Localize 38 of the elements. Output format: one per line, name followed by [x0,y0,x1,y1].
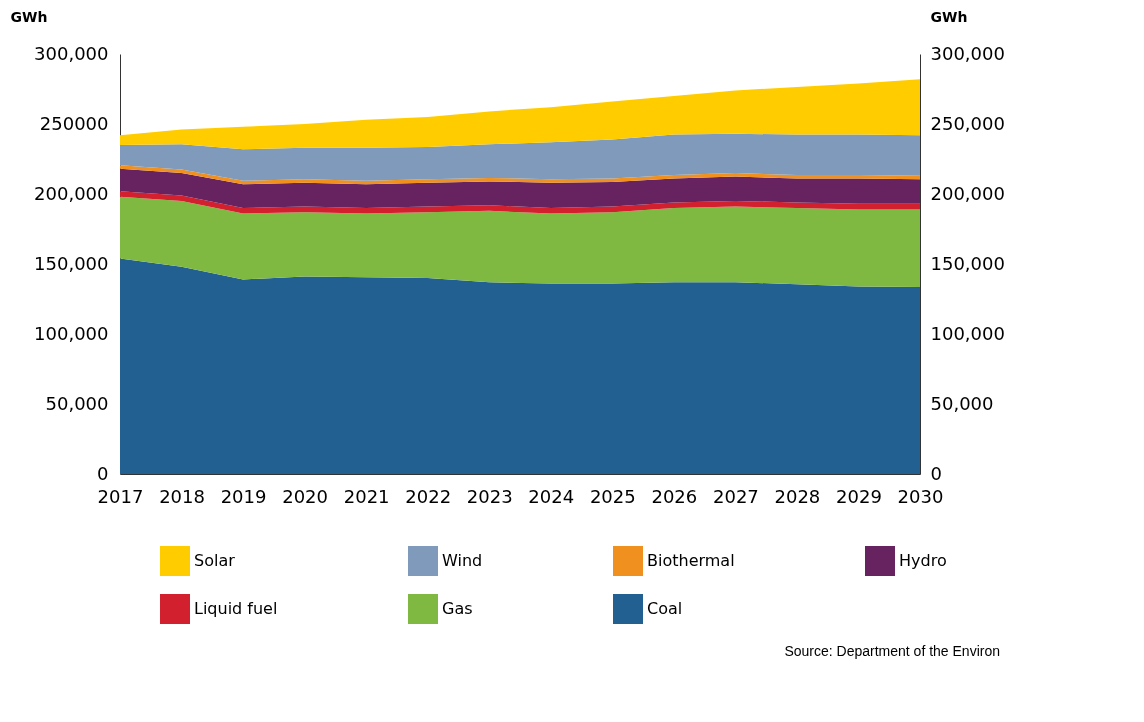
legend-label: Solar [194,551,236,570]
y2-tick-label: 150,000 [930,252,1005,274]
y-tick-label: 50,000 [45,392,109,414]
x-tick-label: 2018 [159,485,205,507]
y-axis-title: GWh [10,8,48,25]
x-tick-label: 2024 [528,485,575,507]
x-tick-label: 2027 [712,485,759,507]
x-tick-label: 2030 [897,485,944,507]
y2-tick-label: 100,000 [930,322,1005,344]
legend-label: Gas [442,599,473,618]
y2-tick-label: 50,000 [930,392,994,414]
source-note: Source: Department of the Environ [784,643,1000,659]
x-tick-label: 2028 [774,485,821,507]
y2-tick-label: 0 [930,462,942,484]
x-tick-label: 2026 [651,485,698,507]
y-tick-label: 150,000 [34,252,109,274]
x-tick-label: 2021 [343,485,390,507]
x-tick-label: 2025 [589,485,636,507]
y2-tick-label: 300,000 [930,42,1005,64]
y-tick-label: 250000 [39,112,109,134]
x-tick-label: 2019 [220,485,267,507]
x-tick-label: 2023 [466,485,513,507]
y-tick-label: 300,000 [34,42,109,64]
legend-label: Hydro [899,551,947,570]
y-tick-label: 200,000 [34,182,109,204]
y-tick-label: 0 [97,462,109,484]
y2-tick-label: 200,000 [930,182,1005,204]
legend-label: Coal [647,599,683,618]
legend-label: Wind [442,551,483,570]
legend-label: Biothermal [647,551,735,570]
y2-axis-title: GWh [930,8,968,25]
x-tick-label: 2020 [282,485,329,507]
y2-tick-label: 250,000 [930,112,1005,134]
x-tick-label: 2029 [836,485,882,507]
x-tick-label: 2017 [97,485,144,507]
x-tick-label: 2022 [405,485,452,507]
y-tick-label: 100,000 [34,322,109,344]
legend-label: Liquid fuel [194,599,278,618]
